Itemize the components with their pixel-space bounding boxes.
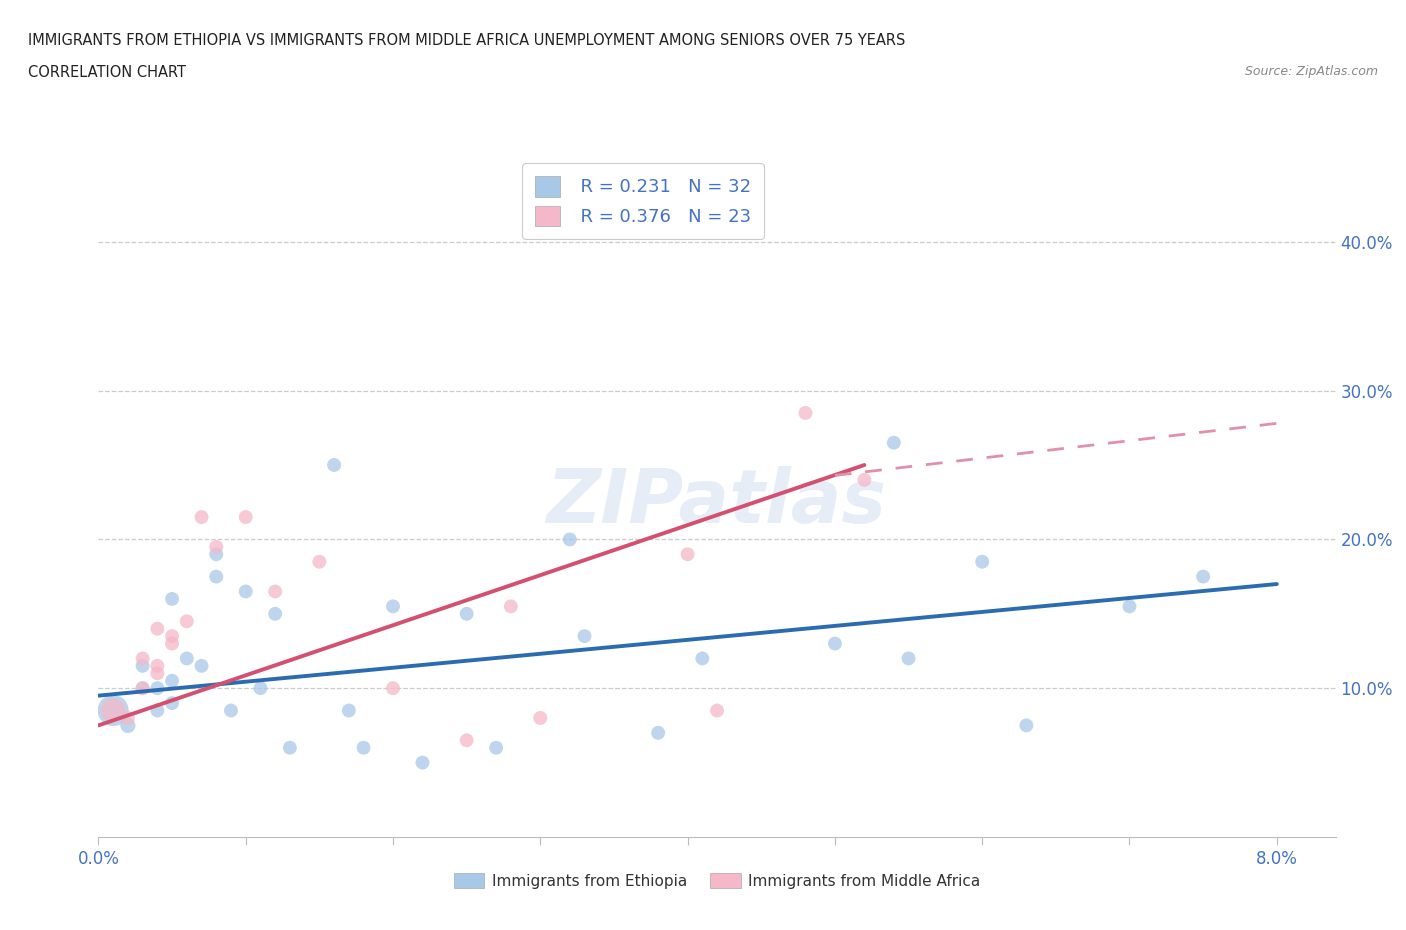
Point — [323, 458, 346, 472]
Point — [131, 651, 153, 666]
Point — [308, 554, 330, 569]
Point — [131, 681, 153, 696]
Point — [353, 740, 375, 755]
Point — [146, 621, 169, 636]
Point — [647, 725, 669, 740]
Point — [337, 703, 360, 718]
Point — [883, 435, 905, 450]
Point — [824, 636, 846, 651]
Point — [264, 606, 287, 621]
Point — [382, 599, 405, 614]
Legend: Immigrants from Ethiopia, Immigrants from Middle Africa: Immigrants from Ethiopia, Immigrants fro… — [446, 865, 988, 897]
Point — [101, 703, 124, 718]
Point — [456, 606, 478, 621]
Point — [278, 740, 301, 755]
Point — [160, 591, 183, 606]
Point — [456, 733, 478, 748]
Text: ZIPatlas: ZIPatlas — [547, 466, 887, 538]
Point — [146, 658, 169, 673]
Point — [499, 599, 522, 614]
Text: Source: ZipAtlas.com: Source: ZipAtlas.com — [1244, 65, 1378, 78]
Point — [176, 651, 198, 666]
Point — [235, 510, 257, 525]
Point — [485, 740, 508, 755]
Point — [382, 681, 405, 696]
Text: IMMIGRANTS FROM ETHIOPIA VS IMMIGRANTS FROM MIDDLE AFRICA UNEMPLOYMENT AMONG SEN: IMMIGRANTS FROM ETHIOPIA VS IMMIGRANTS F… — [28, 33, 905, 47]
Point — [706, 703, 728, 718]
Point — [205, 569, 228, 584]
Point — [235, 584, 257, 599]
Point — [205, 547, 228, 562]
Point — [897, 651, 920, 666]
Point — [692, 651, 714, 666]
Point — [249, 681, 271, 696]
Point — [146, 681, 169, 696]
Point — [794, 405, 817, 420]
Point — [190, 658, 212, 673]
Point — [131, 681, 153, 696]
Point — [972, 554, 994, 569]
Point — [558, 532, 581, 547]
Point — [264, 584, 287, 599]
Point — [146, 703, 169, 718]
Point — [160, 629, 183, 644]
Point — [1192, 569, 1215, 584]
Point — [160, 696, 183, 711]
Point — [146, 666, 169, 681]
Point — [1015, 718, 1038, 733]
Point — [176, 614, 198, 629]
Point — [160, 673, 183, 688]
Point — [117, 718, 139, 733]
Point — [529, 711, 551, 725]
Point — [219, 703, 242, 718]
Point — [853, 472, 876, 487]
Point — [160, 636, 183, 651]
Point — [411, 755, 433, 770]
Point — [205, 539, 228, 554]
Point — [676, 547, 699, 562]
Point — [131, 658, 153, 673]
Point — [574, 629, 596, 644]
Point — [101, 703, 124, 718]
Point — [1118, 599, 1140, 614]
Y-axis label: Unemployment Among Seniors over 75 years: Unemployment Among Seniors over 75 years — [0, 328, 7, 676]
Point — [117, 711, 139, 725]
Text: CORRELATION CHART: CORRELATION CHART — [28, 65, 186, 80]
Point — [190, 510, 212, 525]
